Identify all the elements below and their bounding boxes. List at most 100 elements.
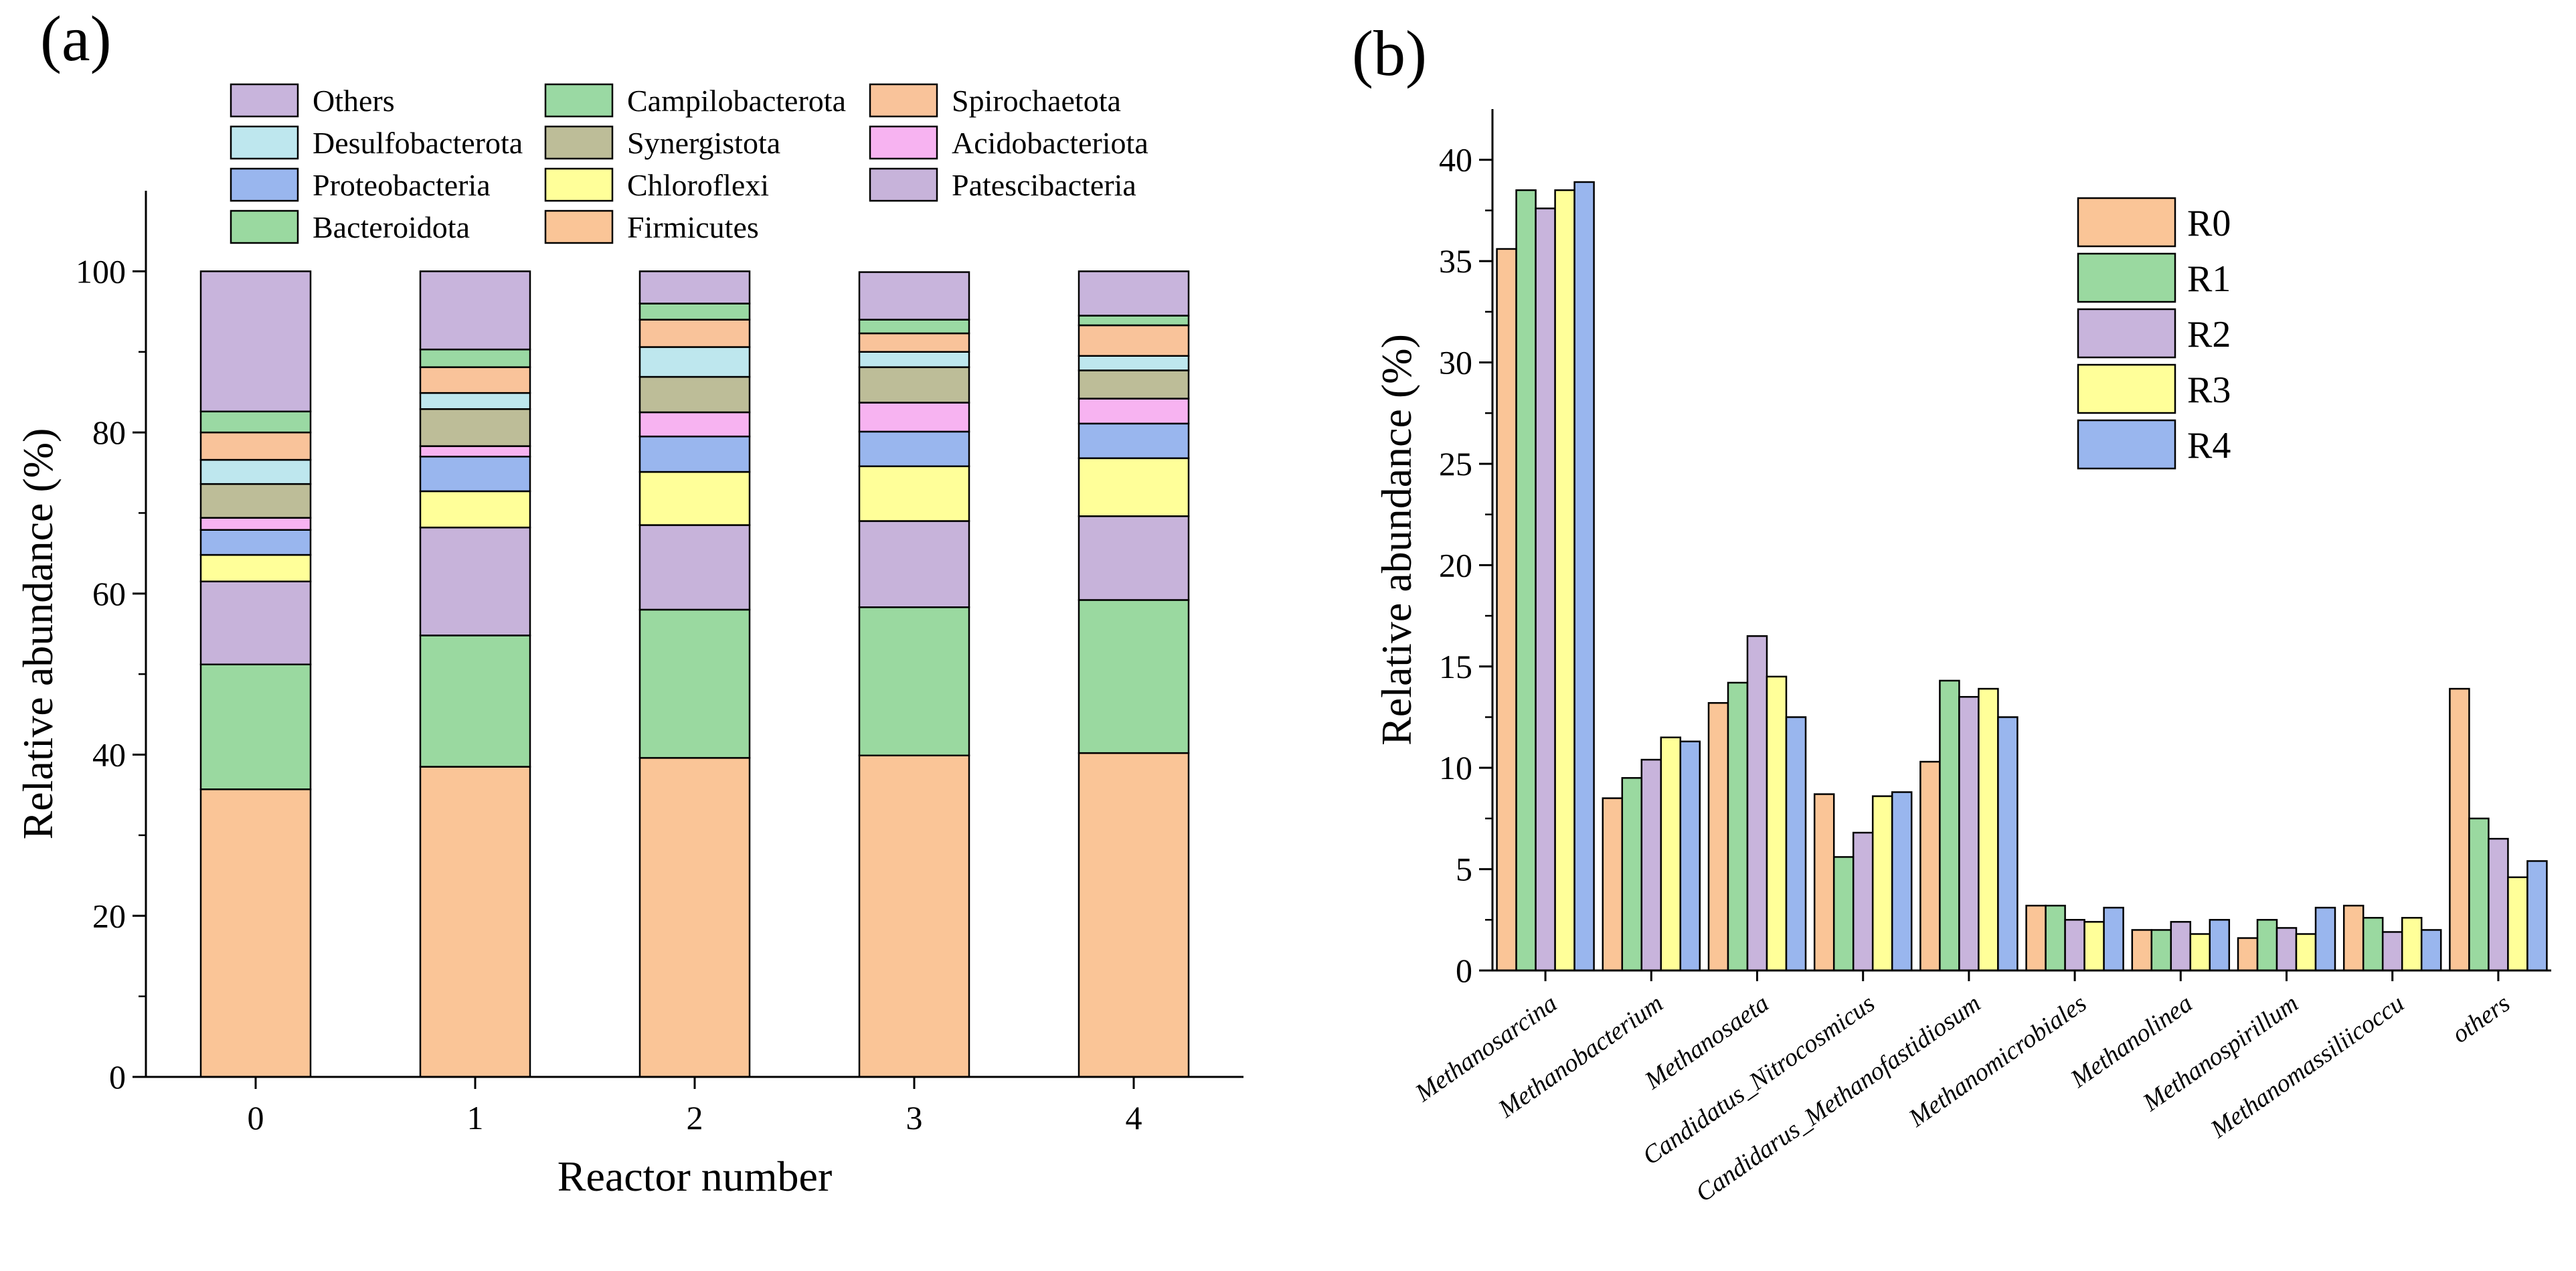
bar-b-r0-candidarus-methanofastidiosum: [1919, 760, 1941, 972]
bar-a-chloroflexi-1: [419, 490, 531, 529]
bar-a-desulfobacterota-1: [419, 392, 531, 410]
x-tick-label-b-methanomicrobiales: Methanomicrobiales: [1903, 989, 2091, 1133]
bar-b-r1-candidarus-methanofastidiosum: [1939, 679, 1960, 972]
bar-b-r4-others: [2526, 860, 2548, 972]
bar-a-spirochaetota-3: [858, 332, 970, 353]
bar-b-r3-methanomassiliicoccu: [2401, 917, 2423, 972]
bar-a-others-1: [419, 270, 531, 351]
legend-label-spirochaetota: Spirochaetota: [952, 84, 1121, 118]
bar-a-campilobacterota-3: [858, 319, 970, 335]
bar-b-r4-methanolinea: [2209, 919, 2231, 972]
bar-b-r2-methanomicrobiales: [2064, 919, 2085, 972]
y-tick-label-b-10: 10: [1439, 749, 1472, 786]
legend-swatch-r4: [2077, 419, 2176, 470]
bar-a-patescibacteria-3: [858, 520, 970, 608]
bar-b-r1-candidatus-nitrocosmicus: [1832, 856, 1855, 972]
legend-label-proteobacteria: Proteobacteria: [313, 168, 491, 202]
legend-swatch-r1: [2077, 252, 2176, 303]
bar-a-firmicutes-4: [1078, 752, 1190, 1078]
panel-b-label: (b): [1352, 17, 1427, 89]
bar-a-bacteroidota-0: [199, 663, 312, 790]
y-tick-label-b-25: 25: [1439, 445, 1472, 483]
bar-a-synergistota-1: [419, 408, 531, 447]
bar-b-r0-methanosarcina: [1496, 248, 1517, 972]
bar-a-desulfobacterota-3: [858, 351, 970, 368]
bar-b-r0-methanospirillum: [2237, 937, 2259, 972]
bar-b-r3-methanomicrobiales: [2083, 921, 2105, 972]
bar-a-chloroflexi-3: [858, 465, 970, 522]
bar-b-r4-candidatus-nitrocosmicus: [1891, 791, 1913, 972]
bar-a-campilobacterota-2: [638, 303, 751, 321]
bar-b-r4-methanosarcina: [1573, 181, 1595, 972]
bar-a-firmicutes-1: [419, 766, 531, 1078]
bar-a-proteobacteria-2: [638, 435, 751, 473]
legend-swatch-r3: [2077, 363, 2176, 414]
legend-swatch-patescibacteria: [869, 167, 938, 202]
chart-b: MethanosarcinaMethanobacteriumMethanosae…: [1409, 109, 2551, 1207]
legend-swatch-campilobacterota: [544, 83, 614, 118]
panel-a-label: (a): [40, 3, 112, 74]
x-tick-label-b-others: others: [2447, 989, 2515, 1049]
bar-a-patescibacteria-1: [419, 526, 531, 637]
y-tick-label-b-30: 30: [1439, 344, 1472, 382]
bar-b-r1-others: [2468, 817, 2490, 972]
bar-b-r4-methanosaeta: [1785, 716, 1807, 972]
legend-label-r2: R2: [2187, 314, 2231, 355]
bar-b-r1-methanosarcina: [1515, 189, 1537, 972]
chart-b-y-axis-title: Relative abundance (%): [1373, 334, 1420, 746]
bar-a-synergistota-0: [199, 483, 312, 519]
bar-b-r3-others: [2507, 876, 2528, 972]
legend-label-patescibacteria: Patescibacteria: [952, 168, 1136, 202]
bar-b-r2-others: [2488, 837, 2509, 972]
bar-a-proteobacteria-1: [419, 455, 531, 493]
bar-b-r2-methanosaeta: [1746, 635, 1768, 972]
bar-b-r3-methanospirillum: [2295, 933, 2317, 972]
bar-b-r4-candidarus-methanofastidiosum: [1997, 716, 2019, 972]
bar-a-chloroflexi-0: [199, 554, 312, 583]
legend-label-bacteroidota: Bacteroidota: [313, 210, 470, 244]
bar-b-r0-methanolinea: [2131, 929, 2153, 972]
bar-b-r3-candidarus-methanofastidiosum: [1978, 687, 1999, 972]
bar-b-r1-methanosaeta: [1727, 681, 1749, 972]
bar-a-desulfobacterota-0: [199, 458, 312, 485]
y-tick-label-a-80: 80: [92, 414, 126, 451]
y-tick-label-b-35: 35: [1439, 242, 1472, 280]
legend-swatch-proteobacteria: [230, 167, 299, 202]
bar-a-bacteroidota-2: [638, 608, 751, 759]
legend-swatch-chloroflexi: [544, 167, 614, 202]
legend-label-r0: R0: [2187, 203, 2231, 244]
bar-b-r0-others: [2449, 687, 2470, 972]
bar-a-synergistota-2: [638, 375, 751, 414]
y-tick-label-b-20: 20: [1439, 546, 1472, 584]
bar-a-synergistota-3: [858, 366, 970, 404]
bar-b-r0-methanomicrobiales: [2025, 904, 2047, 972]
legend-swatch-r2: [2077, 308, 2176, 359]
bar-b-r1-methanospirillum: [2256, 919, 2278, 972]
bar-a-acidobacteriota-4: [1078, 398, 1190, 425]
chart-a-x-axis-title: Reactor number: [557, 1153, 833, 1200]
bar-b-r2-methanospirillum: [2276, 927, 2298, 972]
bar-a-synergistota-4: [1078, 369, 1190, 400]
bar-a-patescibacteria-4: [1078, 515, 1190, 601]
x-tick-label-a-4: 4: [1126, 1099, 1142, 1136]
bar-a-spirochaetota-0: [199, 431, 312, 461]
bar-b-r3-methanosaeta: [1766, 675, 1788, 972]
bar-b-r0-candidatus-nitrocosmicus: [1813, 793, 1835, 972]
bar-b-r1-methanomicrobiales: [2045, 904, 2066, 972]
y-tick-label-a-100: 100: [76, 252, 126, 290]
legend-swatch-acidobacteriota: [869, 125, 938, 160]
y-tick-label-a-60: 60: [92, 575, 126, 612]
bar-a-proteobacteria-4: [1078, 422, 1190, 459]
bar-b-r3-candidatus-nitrocosmicus: [1871, 795, 1893, 972]
bar-a-others-4: [1078, 270, 1190, 317]
legend-label-synergistota: Synergistota: [627, 126, 780, 160]
y-tick-label-b-15: 15: [1439, 648, 1472, 685]
legend-label-acidobacteriota: Acidobacteriota: [952, 126, 1148, 160]
bar-b-r3-methanolinea: [2189, 933, 2211, 972]
bar-b-r2-methanolinea: [2170, 921, 2192, 972]
bar-a-spirochaetota-4: [1078, 324, 1190, 357]
bar-b-r2-methanomassiliicoccu: [2381, 931, 2403, 972]
bar-a-acidobacteriota-0: [199, 517, 312, 531]
